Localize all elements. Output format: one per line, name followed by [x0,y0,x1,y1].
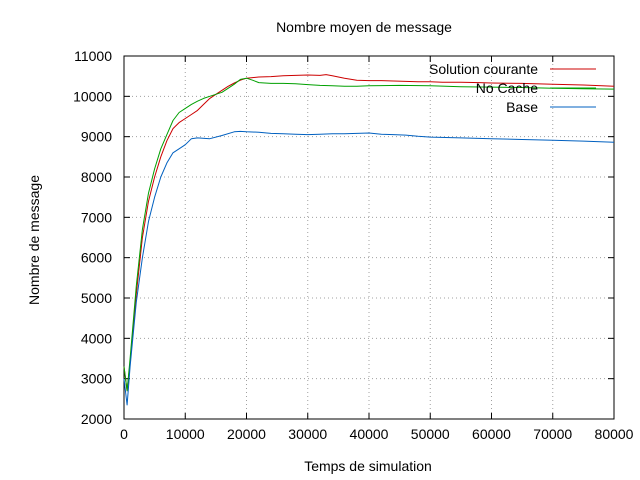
x-tick-label: 0 [120,426,128,442]
grid [124,56,614,419]
x-tick-label: 40000 [350,426,389,442]
x-tick-label: 20000 [227,426,266,442]
axis-ticks: 0 10000 20000 30000 40000 50000 60000 70000 8000… [73,48,634,442]
series-group [123,74,615,406]
y-axis-label: Nombre de message [26,175,42,305]
y-tick-label: 5000 [81,290,112,306]
y-tick-label: 4000 [81,330,112,346]
x-tick-label: 10000 [166,426,205,442]
y-tick-label: 9000 [81,129,112,145]
legend-label-base: Base [506,99,538,115]
y-tick-label: 3000 [81,371,112,387]
x-tick-label: 30000 [288,426,327,442]
legend-label-solution-courante: Solution courante [429,61,538,77]
legend: Solution courante No Cache Base [429,61,596,115]
x-tick-label: 70000 [533,426,572,442]
series-line-solution-courante [123,74,615,392]
series-line-base [123,130,615,406]
y-tick-label: 10000 [73,88,112,104]
y-tick-label: 7000 [81,209,112,225]
y-tick-label: 2000 [81,411,112,427]
y-tick-label: 11000 [74,48,112,64]
x-tick-label: 60000 [472,426,511,442]
legend-label-no-cache: No Cache [476,80,538,96]
x-axis-label: Temps de simulation [304,458,432,474]
series-line-no-cache [123,77,615,392]
x-tick-label: 50000 [411,426,450,442]
y-tick-label: 8000 [81,169,112,185]
chart-title: Nombre moyen de message [276,19,452,35]
x-tick-label: 80000 [595,426,634,442]
y-tick-label: 6000 [81,250,112,266]
